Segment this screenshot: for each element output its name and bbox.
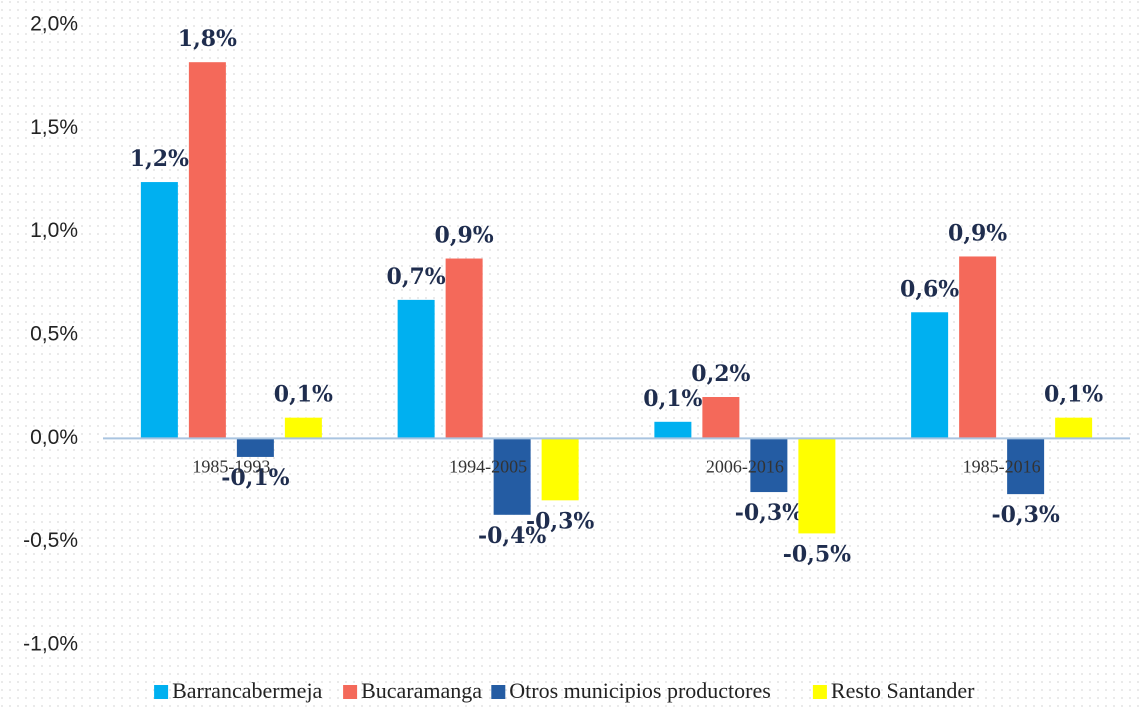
bar bbox=[493, 438, 531, 515]
x-tick-label: 2006-2016 bbox=[706, 456, 784, 476]
bar bbox=[798, 438, 836, 534]
value-label: -0,3% bbox=[526, 508, 594, 534]
value-label: -0,3% bbox=[991, 502, 1059, 528]
value-label: 1,8% bbox=[178, 26, 237, 52]
bar bbox=[445, 258, 483, 439]
y-tick-label: 0,5% bbox=[30, 323, 78, 346]
bar bbox=[911, 312, 949, 439]
value-label: -0,1% bbox=[221, 465, 289, 491]
bar bbox=[959, 256, 997, 439]
bar bbox=[654, 421, 692, 439]
value-label: -0,3% bbox=[735, 500, 803, 526]
bar bbox=[397, 299, 435, 439]
y-tick-label: 1,5% bbox=[30, 116, 78, 139]
legend-label: Otros municipios productores bbox=[509, 678, 771, 703]
legend-label: Resto Santander bbox=[831, 678, 975, 703]
y-tick-label: 1,0% bbox=[30, 219, 78, 242]
bar bbox=[236, 438, 274, 457]
value-label: 0,1% bbox=[274, 382, 333, 408]
x-tick-label: 1994-2005 bbox=[449, 456, 527, 476]
legend-swatch bbox=[343, 685, 358, 699]
x-tick-label: 1985-1993 bbox=[192, 456, 270, 476]
bar bbox=[188, 62, 226, 439]
value-label: 1,2% bbox=[130, 146, 189, 172]
value-label: -0,5% bbox=[783, 541, 851, 567]
value-label: 0,9% bbox=[435, 223, 494, 249]
legend-swatch bbox=[812, 685, 827, 699]
value-label: 0,9% bbox=[948, 220, 1007, 246]
y-tick-label: 2,0% bbox=[30, 13, 78, 36]
bar bbox=[1007, 438, 1045, 495]
x-tick-label: 1985-2016 bbox=[963, 456, 1041, 476]
y-tick-label: -0,5% bbox=[23, 529, 78, 552]
value-label: 0,1% bbox=[643, 386, 702, 412]
value-label: 0,7% bbox=[387, 264, 446, 290]
legend-swatch bbox=[491, 685, 506, 699]
legend-swatch bbox=[154, 685, 169, 699]
bar bbox=[750, 438, 788, 493]
bar bbox=[284, 417, 322, 439]
y-tick-label: -1,0% bbox=[23, 633, 78, 656]
bar bbox=[541, 438, 579, 501]
bar bbox=[140, 182, 178, 439]
value-label: -0,4% bbox=[478, 523, 546, 549]
value-label: 0,2% bbox=[691, 361, 750, 387]
y-tick-label: 0,0% bbox=[30, 426, 78, 449]
legend-label: Barrancabermeja bbox=[172, 678, 322, 703]
value-label: 0,1% bbox=[1044, 382, 1103, 408]
bar bbox=[1055, 417, 1093, 439]
value-label: 0,6% bbox=[900, 276, 959, 302]
legend-label: Bucaramanga bbox=[361, 678, 482, 703]
bar bbox=[702, 397, 740, 439]
